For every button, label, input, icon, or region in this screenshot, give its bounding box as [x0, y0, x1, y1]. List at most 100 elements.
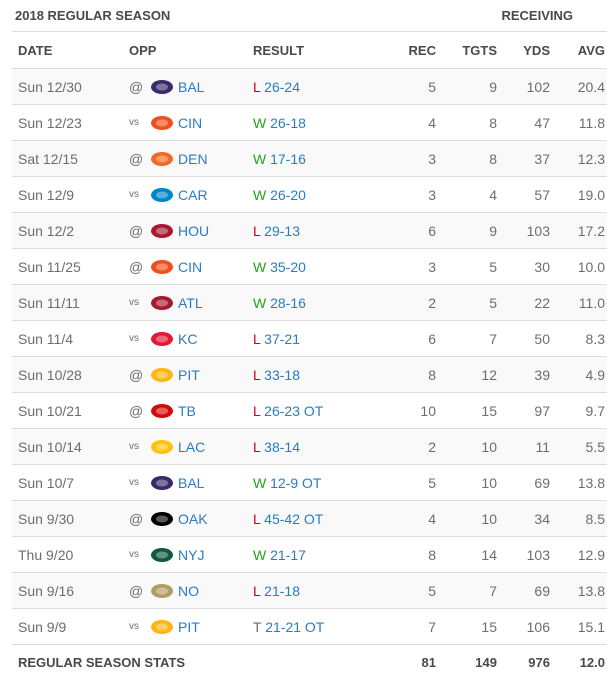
game-score-link[interactable]: 37-21: [264, 331, 300, 347]
game-date: Sun 12/23: [12, 105, 129, 141]
bengals-logo-icon[interactable]: [150, 258, 174, 276]
opponent-link[interactable]: CIN: [178, 115, 202, 131]
game-score-link[interactable]: 28-16: [270, 295, 306, 311]
game-score-link[interactable]: 38-14: [264, 439, 300, 455]
steelers-logo-icon[interactable]: [150, 366, 174, 384]
opponent-cell: @ DEN: [129, 141, 253, 177]
game-date: Sun 11/11: [12, 285, 129, 321]
avg-value: 12.3: [550, 141, 607, 177]
saints-logo-icon[interactable]: [150, 582, 174, 600]
col-rec[interactable]: REC: [361, 32, 436, 69]
avg-value: 11.0: [550, 285, 607, 321]
game-score-link[interactable]: 26-18: [270, 115, 306, 131]
game-score-link[interactable]: 17-16: [270, 151, 306, 167]
opponent-link[interactable]: ATL: [178, 295, 203, 311]
game-date: Sun 10/7: [12, 465, 129, 501]
avg-value: 11.8: [550, 105, 607, 141]
tgts-value: 15: [436, 393, 497, 429]
game-date: Sun 12/9: [12, 177, 129, 213]
result-outcome: W: [253, 475, 266, 491]
tgts-value: 12: [436, 357, 497, 393]
opponent-link[interactable]: KC: [178, 331, 197, 347]
falcons-logo-icon[interactable]: [150, 294, 174, 312]
opponent-link[interactable]: NYJ: [178, 547, 204, 563]
chargers-logo-icon[interactable]: [150, 438, 174, 456]
game-score-link[interactable]: 12-9 OT: [270, 475, 321, 491]
raiders-logo-icon[interactable]: [150, 510, 174, 528]
result-cell: L 33-18: [253, 357, 361, 393]
game-score-link[interactable]: 45-42 OT: [264, 511, 323, 527]
avg-value: 13.8: [550, 573, 607, 609]
chiefs-logo-icon[interactable]: [150, 330, 174, 348]
broncos-logo-icon[interactable]: [150, 150, 174, 168]
panthers-logo-icon[interactable]: [150, 186, 174, 204]
tgts-value: 8: [436, 105, 497, 141]
tgts-value: 8: [436, 141, 497, 177]
col-date[interactable]: DATE: [12, 32, 129, 69]
game-score-link[interactable]: 21-17: [270, 547, 306, 563]
result-cell: L 45-42 OT: [253, 501, 361, 537]
ravens-logo-icon[interactable]: [150, 78, 174, 96]
game-score-link[interactable]: 33-18: [264, 367, 300, 383]
texans-logo-icon[interactable]: [150, 222, 174, 240]
yds-value: 57: [497, 177, 550, 213]
opponent-link[interactable]: BAL: [178, 475, 204, 491]
result-outcome: L: [253, 583, 260, 599]
game-score-link[interactable]: 21-18: [264, 583, 300, 599]
opponent-link[interactable]: DEN: [178, 151, 208, 167]
game-score-link[interactable]: 26-24: [264, 79, 300, 95]
col-opp[interactable]: OPP: [129, 32, 253, 69]
col-result[interactable]: RESULT: [253, 32, 361, 69]
ravens-logo-icon[interactable]: [150, 474, 174, 492]
game-date: Sun 12/2: [12, 213, 129, 249]
opponent-cell: @OAK: [129, 501, 253, 537]
result-cell: W 35-20: [253, 249, 361, 285]
opponent-link[interactable]: PIT: [178, 367, 200, 383]
avg-value: 17.2: [550, 213, 607, 249]
opponent-link[interactable]: HOU: [178, 223, 209, 239]
col-yds[interactable]: YDS: [497, 32, 550, 69]
opponent-link[interactable]: LAC: [178, 439, 205, 455]
game-score-link[interactable]: 26-23 OT: [264, 403, 323, 419]
result-cell: W 26-20: [253, 177, 361, 213]
opponent-link[interactable]: OAK: [178, 511, 208, 527]
opponent-link[interactable]: CAR: [178, 187, 208, 203]
yds-value: 69: [497, 465, 550, 501]
tgts-value: 15: [436, 609, 497, 645]
opponent-link[interactable]: TB: [178, 403, 196, 419]
opponent-link[interactable]: BAL: [178, 79, 204, 95]
tgts-value: 10: [436, 429, 497, 465]
jets-logo-icon[interactable]: [150, 546, 174, 564]
result-outcome: L: [253, 367, 260, 383]
result-cell: T 21-21 OT: [253, 609, 361, 645]
tgts-value: 10: [436, 501, 497, 537]
home-away-indicator: @: [129, 151, 150, 167]
game-score-link[interactable]: 35-20: [270, 259, 306, 275]
home-away-indicator: vs: [129, 549, 150, 560]
col-avg[interactable]: AVG: [550, 32, 607, 69]
game-score-link[interactable]: 29-13: [264, 223, 300, 239]
opponent-cell: @HOU: [129, 213, 253, 249]
game-score-link[interactable]: 21-21 OT: [265, 619, 324, 635]
game-score-link[interactable]: 26-20: [270, 187, 306, 203]
opponent-link[interactable]: PIT: [178, 619, 200, 635]
avg-value: 13.8: [550, 465, 607, 501]
steelers-logo-icon[interactable]: [150, 618, 174, 636]
result-cell: L 38-14: [253, 429, 361, 465]
opponent-link[interactable]: NO: [178, 583, 199, 599]
opponent-link[interactable]: CIN: [178, 259, 202, 275]
bengals-logo-icon[interactable]: [150, 114, 174, 132]
buccaneers-logo-icon[interactable]: [150, 402, 174, 420]
tgts-value: 5: [436, 249, 497, 285]
col-tgts[interactable]: TGTS: [436, 32, 497, 69]
home-away-indicator: vs: [129, 117, 150, 128]
